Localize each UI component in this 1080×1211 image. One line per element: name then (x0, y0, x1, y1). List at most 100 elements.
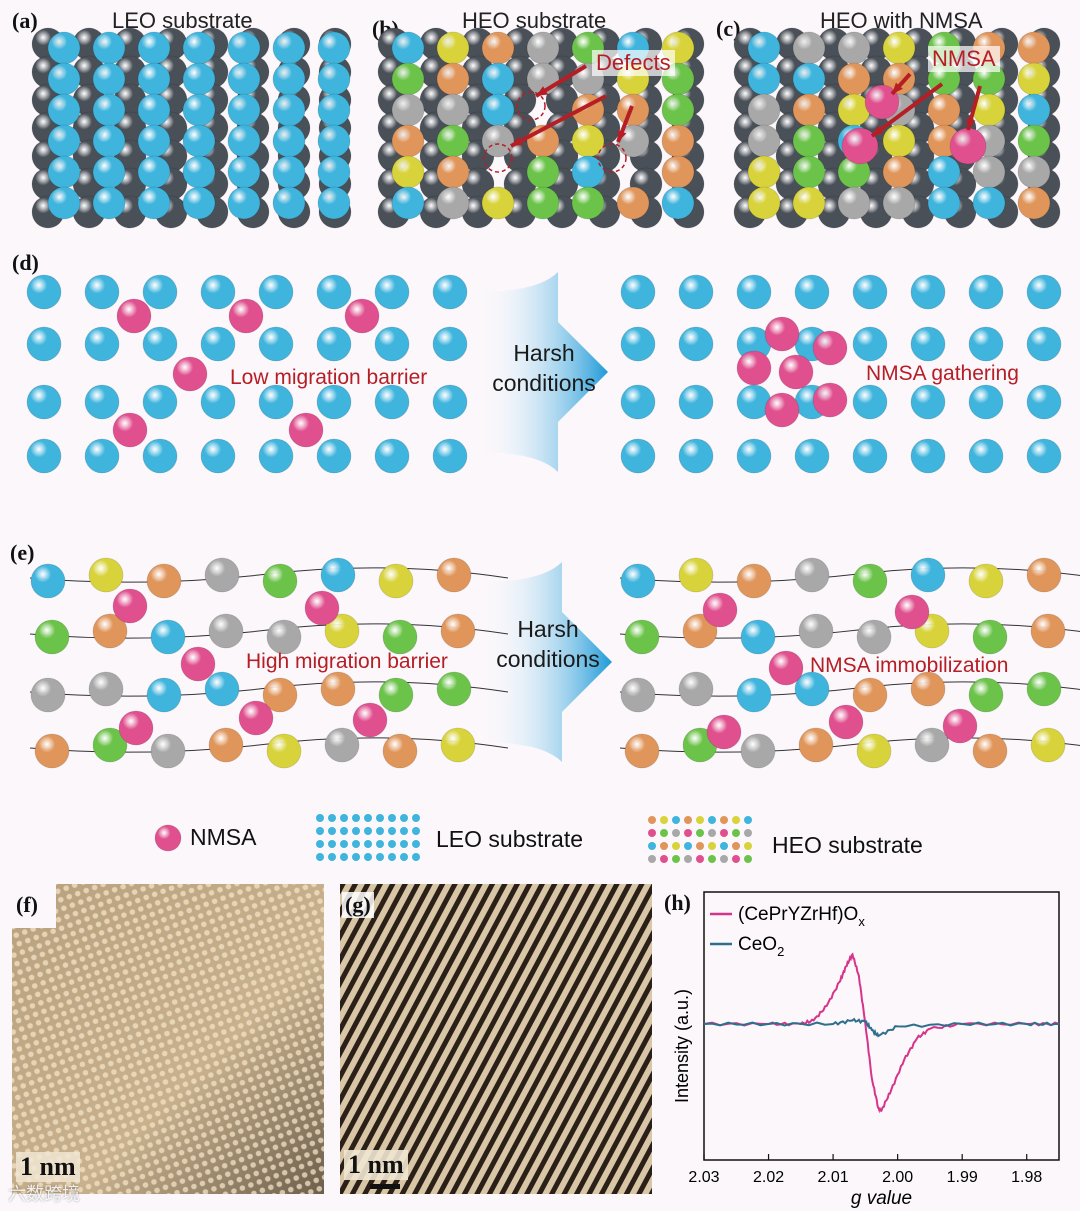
legend-leo-icon-dot (352, 840, 360, 848)
harsh-conditions-label-d: Harsh conditions (492, 340, 596, 396)
legend-leo-icon-dot (328, 853, 336, 861)
cation-atom (320, 671, 356, 707)
cation-atom (620, 563, 656, 599)
cation-atom (150, 733, 186, 769)
legend-heo: HEO substrate (772, 832, 923, 858)
cation-atom (678, 326, 714, 362)
cation-atom (837, 31, 871, 65)
cation-atom (26, 326, 62, 362)
legend-leo-icon-dot (316, 840, 324, 848)
legend-leo-icon-dot (352, 814, 360, 822)
legend-heo-icon-dot (720, 829, 728, 837)
nmsa-atom (118, 710, 154, 746)
cation-atom (852, 677, 888, 713)
cation-atom (324, 613, 360, 649)
cation-atom (142, 274, 178, 310)
legend-heo-icon-dot (744, 855, 752, 863)
cation-atom (481, 93, 515, 127)
cation-atom (391, 62, 425, 96)
nmsa-annotation: NMSA (928, 46, 1000, 72)
scale-bar-line-g (370, 1184, 400, 1189)
legend-leo-icon-dot (376, 840, 384, 848)
cation-atom (624, 733, 660, 769)
cation-atom (616, 186, 650, 220)
legend-heo-icon-dot (648, 842, 656, 850)
x-tick-label: 2.03 (688, 1169, 719, 1186)
nmsa-atom (778, 354, 814, 390)
cation-atom (26, 438, 62, 474)
y-axis-label: Intensity (a.u.) (672, 989, 692, 1103)
cation-atom (661, 124, 695, 158)
cation-atom (374, 438, 410, 474)
panel-d-label: (d) (12, 250, 39, 275)
cation-atom (794, 557, 830, 593)
legend-heo-icon-dot (648, 816, 656, 824)
cation-atom (258, 326, 294, 362)
cation-atom (856, 733, 892, 769)
cation-atom (92, 31, 126, 65)
cation-atom (182, 124, 216, 158)
cation-atom (34, 733, 70, 769)
legend-heo-icon-dot (660, 855, 668, 863)
nmsa-atom (112, 412, 148, 448)
cation-atom (200, 438, 236, 474)
scale-bar-g: 1 nm (344, 1150, 408, 1180)
legend-leo-icon-dot (376, 814, 384, 822)
legend-leo-icon-dot (340, 840, 348, 848)
legend-leo-icon-dot (352, 827, 360, 835)
cation-atom (436, 186, 470, 220)
cation-atom (47, 62, 81, 96)
legend-leo-icon-dot (412, 827, 420, 835)
cation-atom (146, 677, 182, 713)
legend-heo-icon-dot (696, 829, 704, 837)
nmsa-gathering-label: NMSA gathering (866, 362, 1019, 385)
legend-leo-icon-dot (328, 840, 336, 848)
series-line-0 (703, 952, 1060, 1114)
cation-atom (137, 31, 171, 65)
nmsa-atom (352, 702, 388, 738)
cation-atom (182, 62, 216, 96)
cation-atom (481, 124, 515, 158)
cation-atom (208, 613, 244, 649)
cation-atom (1017, 155, 1051, 189)
legend-leo-icon-dot (400, 840, 408, 848)
nmsa-atom (172, 356, 208, 392)
x-tick-label: 2.02 (753, 1169, 784, 1186)
cation-atom (137, 124, 171, 158)
legend-heo-icon-dot (672, 842, 680, 850)
cation-atom (391, 93, 425, 127)
nmsa-atom (812, 382, 848, 418)
legend-leo-icon-dot (388, 840, 396, 848)
cation-atom (661, 155, 695, 189)
cation-atom (481, 186, 515, 220)
legend-leo-icon-dot (328, 827, 336, 835)
legend-leo-icon-dot (388, 814, 396, 822)
cation-atom (972, 186, 1006, 220)
cation-atom (571, 186, 605, 220)
cation-atom (620, 274, 656, 310)
plot-frame (703, 891, 1060, 1161)
cation-atom (792, 155, 826, 189)
cation-atom (272, 93, 306, 127)
legend-heo-icon-dot (672, 855, 680, 863)
cation-atom (30, 677, 66, 713)
cation-atom (1030, 613, 1066, 649)
nmsa-arrow (870, 82, 944, 138)
cation-atom (852, 326, 888, 362)
cation-atom (92, 613, 128, 649)
defect-marker (516, 91, 546, 121)
cation-atom (272, 186, 306, 220)
cation-atom (910, 274, 946, 310)
cation-atom (432, 438, 468, 474)
cation-atom (374, 384, 410, 420)
scale-bar-f: 1 nm (16, 1152, 80, 1182)
cation-atom (374, 326, 410, 362)
nmsa-atom (116, 298, 152, 334)
cation-atom (620, 438, 656, 474)
series-line-1 (703, 1017, 1060, 1038)
cation-atom (182, 155, 216, 189)
cation-atom (92, 124, 126, 158)
cation-atom (30, 563, 66, 599)
cation-atom (316, 438, 352, 474)
cation-atom (92, 727, 128, 763)
